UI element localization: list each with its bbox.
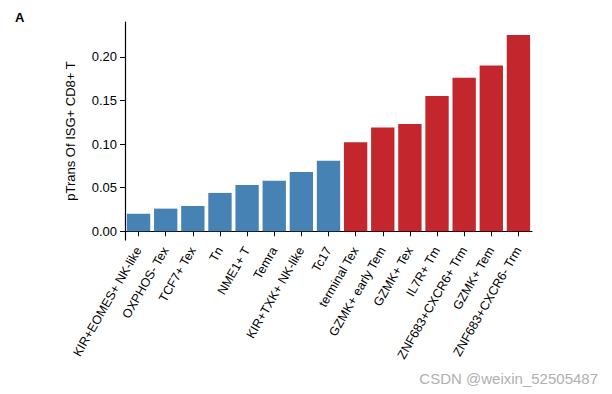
svg-text:TCF7+ Tex: TCF7+ Tex: [156, 244, 199, 305]
svg-text:0.20: 0.20: [92, 49, 117, 64]
svg-text:Temra: Temra: [251, 244, 280, 281]
svg-text:0.10: 0.10: [92, 137, 117, 152]
svg-text:pTrans Of ISG+ CD8+ T: pTrans Of ISG+ CD8+ T: [63, 61, 78, 200]
svg-text:KIR+EOMES+ NK-like: KIR+EOMES+ NK-like: [70, 244, 145, 359]
svg-text:GZMK+ Tem: GZMK+ Tem: [450, 244, 498, 313]
svg-text:terminal Tex: terminal Tex: [316, 244, 362, 310]
svg-text:Tn: Tn: [207, 244, 226, 264]
svg-text:CSDN @weixin_52505487: CSDN @weixin_52505487: [419, 370, 598, 387]
svg-text:0.15: 0.15: [92, 93, 117, 108]
svg-text:A: A: [15, 10, 25, 25]
svg-text:ZNF683+CXCR6- Trm: ZNF683+CXCR6- Trm: [450, 244, 524, 358]
svg-text:NME1+ T: NME1+ T: [215, 244, 254, 297]
svg-text:ZNF683+CXCR6+ Trm: ZNF683+CXCR6+ Trm: [394, 244, 471, 362]
svg-text:GZMK+ Tex: GZMK+ Tex: [371, 244, 417, 309]
svg-text:OXPHOS- Tex: OXPHOS- Tex: [119, 244, 172, 321]
svg-text:0.05: 0.05: [92, 180, 117, 195]
svg-text:0.00: 0.00: [92, 224, 117, 239]
svg-text:KIR+TXK+ NK-like: KIR+TXK+ NK-like: [244, 244, 308, 341]
svg-text:Tc17: Tc17: [309, 244, 334, 274]
svg-text:GZMK+ early Tem: GZMK+ early Tem: [326, 244, 389, 339]
svg-text:IL7R+ Tm: IL7R+ Tm: [403, 244, 444, 300]
